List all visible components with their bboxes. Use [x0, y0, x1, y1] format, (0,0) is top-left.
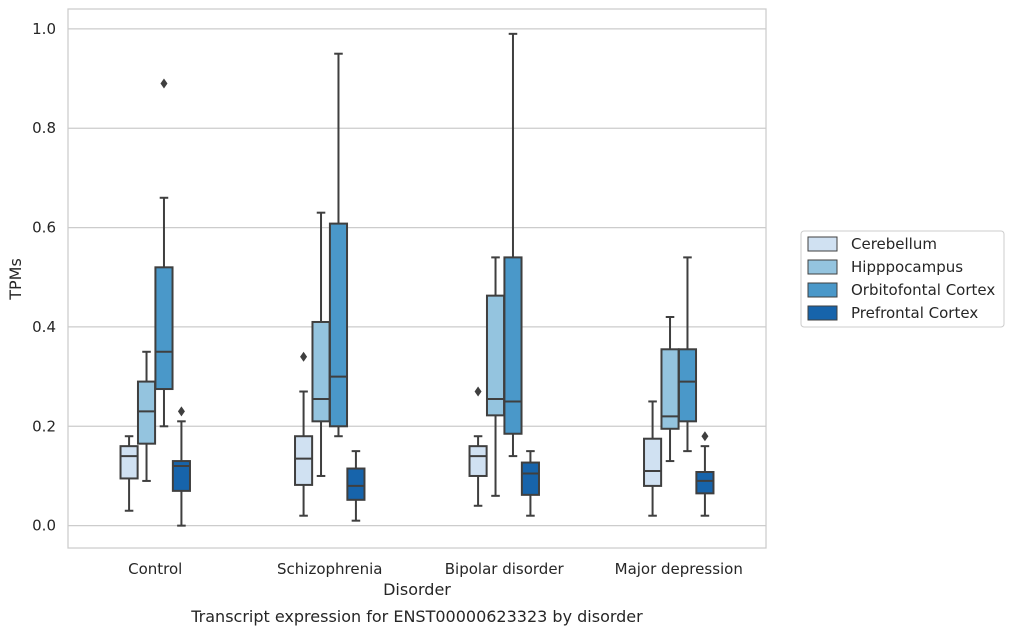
y-tick-label: 0.6 [32, 219, 56, 237]
legend-swatch [807, 236, 838, 252]
outlier-marker [474, 386, 482, 397]
x-axis-label: Disorder [383, 580, 451, 599]
box-2-1 [485, 256, 506, 497]
chart-caption: Transcript expression for ENST0000062332… [190, 607, 643, 626]
box-2-3 [520, 450, 540, 517]
y-tick-label: 0.4 [32, 318, 56, 336]
outlier-marker [300, 351, 308, 362]
box-iqr [695, 470, 715, 495]
box-3-3 [695, 431, 715, 517]
box-1-2 [328, 52, 349, 438]
outlier-marker [701, 431, 709, 442]
x-tick-label: Bipolar disorder [445, 560, 565, 578]
legend-label: Prefrontal Cortex [851, 304, 978, 322]
box-iqr [520, 461, 540, 496]
box-iqr [171, 460, 191, 492]
box-0-2 [154, 78, 174, 428]
box-iqr [503, 256, 523, 435]
plot-area-frame [67, 8, 767, 549]
y-axis-label: TPMs [6, 258, 25, 301]
x-tick-label: Major depression [615, 560, 743, 578]
box-iqr [328, 222, 349, 428]
y-tick-label: 0.0 [32, 517, 56, 535]
y-tick-labels: 0.0 0.2 0.4 0.6 0.8 1.0 [32, 20, 56, 535]
box-iqr [311, 320, 331, 423]
box-iqr [346, 467, 366, 501]
box-iqr [468, 445, 488, 477]
box-3-2 [677, 256, 698, 453]
y-tick-label: 0.2 [32, 417, 56, 435]
box-1-3 [346, 450, 366, 522]
box-1-1 [311, 211, 331, 477]
legend-frame [800, 230, 1005, 328]
box-3-1 [660, 316, 680, 463]
legend-swatch [807, 259, 838, 275]
box-0-3 [171, 406, 191, 527]
box-iqr [154, 266, 174, 391]
box-2-2 [503, 32, 523, 458]
legend-swatch [807, 305, 838, 321]
gridlines [68, 28, 766, 527]
box-0-0 [119, 435, 139, 512]
box-1-0 [294, 351, 314, 517]
y-tick-label: 1.0 [32, 20, 56, 38]
box-iqr [119, 445, 139, 480]
legend-label: Cerebellum [851, 235, 937, 253]
outlier-marker [177, 406, 185, 417]
x-tick-label: Schizophrenia [277, 560, 382, 578]
legend-label: Orbitofontal Cortex [851, 281, 995, 299]
outlier-marker [160, 78, 168, 89]
box-0-1 [136, 350, 157, 482]
box-3-0 [643, 400, 663, 517]
box-2-0 [468, 386, 488, 507]
x-tick-label: Control [128, 560, 182, 578]
legend-label: Hipppocampus [851, 258, 963, 276]
box-iqr [294, 435, 314, 486]
box-iqr [677, 348, 698, 423]
box-iqr [485, 294, 506, 417]
box-iqr [136, 380, 157, 445]
y-tick-label: 0.8 [32, 119, 56, 137]
legend: Cerebellum Hipppocampus Orbitofontal Corte… [800, 230, 1005, 328]
box-iqr [643, 437, 663, 487]
boxes [119, 32, 715, 527]
x-tick-labels: Control Schizophrenia Bipolar disorder Majo… [128, 560, 743, 578]
legend-swatch [807, 282, 838, 298]
